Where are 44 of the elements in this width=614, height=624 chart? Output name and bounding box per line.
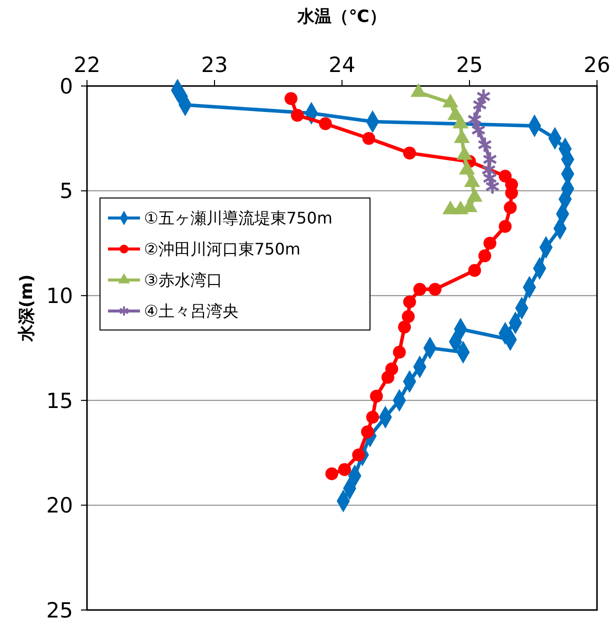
y-tick-label: 5 xyxy=(60,179,73,204)
y-axis-title: 水深(m) xyxy=(17,274,37,343)
point xyxy=(504,201,517,214)
point xyxy=(366,410,380,424)
point xyxy=(290,108,304,122)
point xyxy=(498,170,512,183)
point xyxy=(370,390,383,403)
point xyxy=(403,295,416,308)
point xyxy=(403,146,416,160)
x-tick-label: 26 xyxy=(584,53,610,77)
point xyxy=(338,463,351,476)
y-tick-label: 25 xyxy=(46,598,73,622)
legend-label: ②沖田川河口東750m xyxy=(144,240,300,259)
y-tick-label: 20 xyxy=(46,494,73,518)
point xyxy=(402,310,415,323)
y-tick-label: 15 xyxy=(46,388,73,413)
point xyxy=(362,132,376,145)
point xyxy=(477,136,492,153)
point xyxy=(284,92,298,105)
point xyxy=(478,249,492,262)
point xyxy=(471,122,486,138)
point xyxy=(483,236,496,250)
x-tick-label: 22 xyxy=(74,53,100,77)
legend-label: ③赤水湾口 xyxy=(144,270,222,290)
x-axis-title: 水温（℃） xyxy=(296,7,386,27)
point xyxy=(428,282,442,296)
point xyxy=(482,151,498,168)
point xyxy=(361,425,374,438)
legend-label: ①五ヶ瀬川導流堤東750m xyxy=(144,208,332,228)
x-tick-label: 24 xyxy=(328,53,356,77)
legend-label: ④土々呂湾央 xyxy=(144,302,238,321)
y-tick-label: 0 xyxy=(60,74,73,98)
point xyxy=(468,264,482,277)
point xyxy=(318,117,332,130)
x-tick-label: 25 xyxy=(456,53,483,77)
point xyxy=(325,467,338,480)
x-tick-label: 23 xyxy=(201,53,228,77)
point xyxy=(398,320,411,334)
point xyxy=(381,370,394,384)
y-tick-label: 10 xyxy=(46,284,73,308)
point xyxy=(413,282,426,296)
point xyxy=(352,448,366,462)
point xyxy=(392,346,406,359)
point xyxy=(498,220,512,233)
